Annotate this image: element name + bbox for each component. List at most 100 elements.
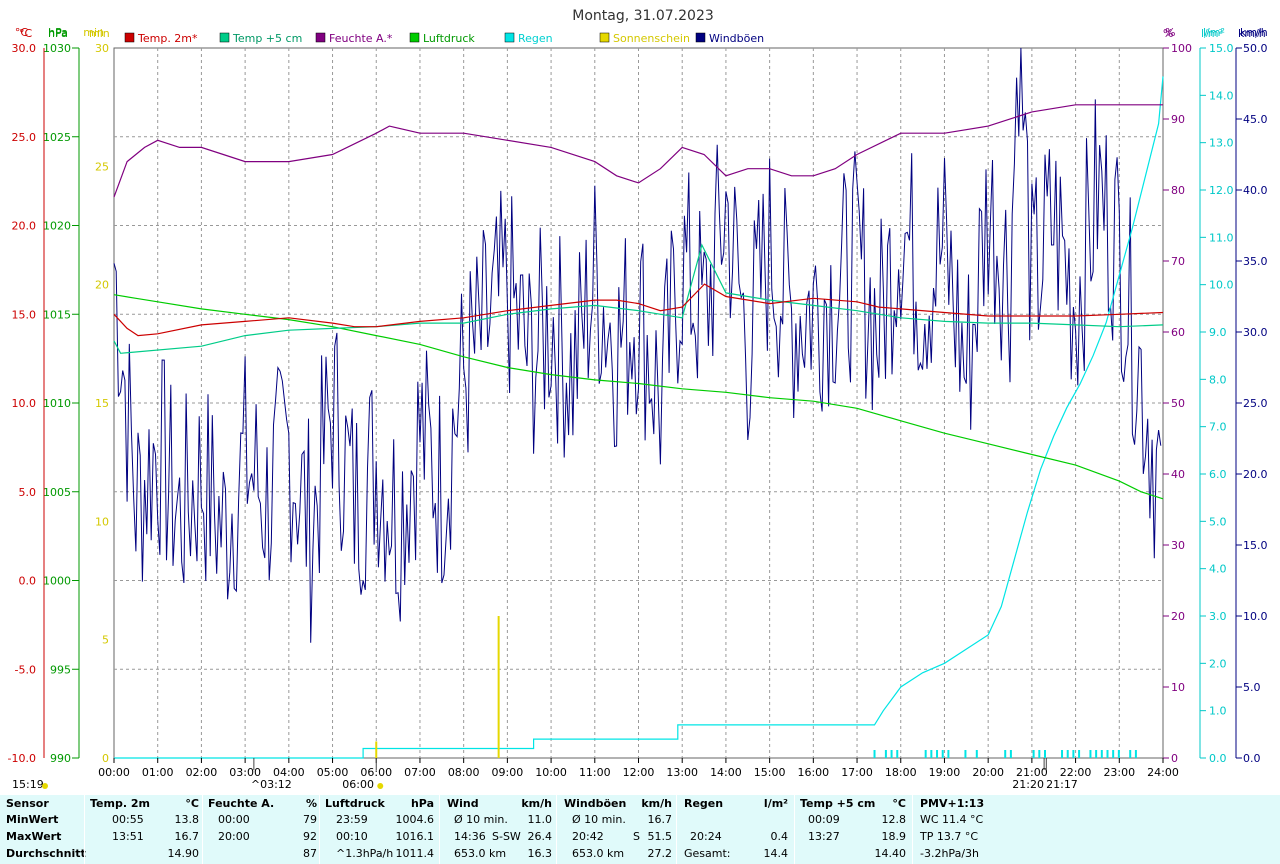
tick-humidity: 60 xyxy=(1171,326,1185,339)
x-tick-label: 22:00 xyxy=(1060,766,1092,779)
stat-value-regen: 0.4 xyxy=(770,830,789,843)
stat-unit-temp5: °C xyxy=(892,797,906,810)
stat-value-regen: 14.4 xyxy=(763,847,789,860)
legend-label-sonne: Sonnenschein xyxy=(613,32,690,45)
tick-temp: 25.0 xyxy=(12,131,37,144)
stat-sensor-header: Sensor xyxy=(6,797,49,810)
x-tick-label: 10:00 xyxy=(535,766,567,779)
stat-unit-luftdruck: hPa xyxy=(410,797,434,810)
legend-swatch-sonne xyxy=(599,32,610,43)
time-marker: 06:00 xyxy=(342,778,374,791)
tick-pressure: 1015 xyxy=(43,308,71,321)
tick-pressure: 1025 xyxy=(43,131,71,144)
stat-time-regen: 20:24 xyxy=(690,830,722,843)
unit-humidity: % xyxy=(1163,27,1173,40)
stat-row-label: MinWert xyxy=(6,813,59,826)
tick-pressure: 1005 xyxy=(43,486,71,499)
tick-sunshine: 25 xyxy=(95,160,109,173)
tick-rain: 9.0 xyxy=(1209,326,1227,339)
x-tick-label: 04:00 xyxy=(273,766,305,779)
stat-unit-temp2m: °C xyxy=(185,797,199,810)
tick-sunshine: 10 xyxy=(95,515,109,528)
x-axis: 00:00 01:00 02:00 03:00 04:00 05:00 06:00 07:00… xyxy=(98,758,1179,779)
tick-sunshine: 30 xyxy=(95,42,109,55)
x-tick-label: 08:00 xyxy=(448,766,480,779)
unit-temp: °C xyxy=(19,27,33,40)
stat-time-wind: Ø 10 min. xyxy=(454,813,508,826)
tick-wind: 0.0 xyxy=(1243,752,1261,765)
legend-label-temp5cm: Temp +5 cm xyxy=(232,32,302,45)
stat-header-wind: Wind xyxy=(447,797,479,810)
tick-sunshine: 0 xyxy=(102,752,109,765)
stat-value-temp5: 18.9 xyxy=(881,830,907,843)
tick-rain: 7.0 xyxy=(1209,421,1227,434)
tick-temp: 0.0 xyxy=(19,575,37,588)
tick-rain: 11.0 xyxy=(1209,231,1234,244)
series-line-windb-en xyxy=(113,47,1162,643)
tick-rain: 8.0 xyxy=(1209,373,1227,386)
tick-rain: 10.0 xyxy=(1209,279,1234,292)
legend-label-regen: Regen xyxy=(518,32,553,45)
stat-value-luftdruck: 1011.4 xyxy=(395,847,435,860)
unit-rain: l/m² xyxy=(1201,27,1223,40)
legend-swatch-windboeen xyxy=(695,32,706,43)
x-tick-label: 01:00 xyxy=(142,766,174,779)
x-tick-label: 21:00 xyxy=(1016,766,1048,779)
x-tick-label: 18:00 xyxy=(885,766,917,779)
x-tick-label: 11:00 xyxy=(579,766,611,779)
series-line-feuchte-a- xyxy=(113,104,1163,198)
tick-rain: 13.0 xyxy=(1209,137,1234,150)
legend-label-luftdruck: Luftdruck xyxy=(423,32,475,45)
tick-pressure: 1000 xyxy=(43,575,71,588)
sun-icon xyxy=(377,783,384,789)
chart-plot-area xyxy=(113,47,1164,759)
tick-sunshine: 15 xyxy=(95,397,109,410)
tick-rain: 14.0 xyxy=(1209,89,1234,102)
tick-sunshine: 5 xyxy=(102,634,109,647)
tick-wind: 35.0 xyxy=(1243,255,1268,268)
stat-section-temp2m xyxy=(84,795,85,864)
x-tick-label: 07:00 xyxy=(404,766,436,779)
stat-row-label: Durchschnitt xyxy=(6,847,86,860)
tick-humidity: 100 xyxy=(1171,42,1192,55)
chart-axes: 30.025.020.015.010.05.00.0-5.0-10.0°C103… xyxy=(8,26,1268,765)
legend-label-windboeen: Windböen xyxy=(709,32,764,45)
stat-value-temp2m: 16.7 xyxy=(174,830,200,843)
chart-title: Montag, 31.07.2023 xyxy=(572,8,714,24)
stat-header-pmv: PMV+1:13 xyxy=(920,797,985,810)
stat-value-windboeen: 16.7 xyxy=(647,813,673,826)
tick-wind: 25.0 xyxy=(1243,397,1268,410)
tick-humidity: 30 xyxy=(1171,539,1185,552)
stat-section-pmv xyxy=(912,795,913,864)
tick-pressure: 995 xyxy=(50,663,71,676)
tick-rain: 0.0 xyxy=(1209,752,1227,765)
x-tick-label: 13:00 xyxy=(666,766,698,779)
stat-section-windboeen xyxy=(556,795,557,864)
tick-sunshine: 20 xyxy=(95,279,109,292)
tick-humidity: 0 xyxy=(1171,752,1178,765)
stat-header-luftdruck: Luftdruck xyxy=(325,797,385,810)
x-tick-label: 24:00 xyxy=(1147,766,1179,779)
stat-value-luftdruck: 1016.1 xyxy=(395,830,435,843)
tick-temp: 5.0 xyxy=(19,486,37,499)
tick-rain: 5.0 xyxy=(1209,515,1227,528)
stat-section-wind xyxy=(439,795,440,864)
stat-row-label: MaxWert xyxy=(6,830,62,843)
tick-temp: 30.0 xyxy=(12,42,37,55)
tick-humidity: 20 xyxy=(1171,610,1185,623)
x-tick-label: 09:00 xyxy=(492,766,524,779)
tick-wind: 20.0 xyxy=(1243,468,1268,481)
stat-unit-wind: km/h xyxy=(521,797,552,810)
stat-pmv-row: WC 11.4 °C xyxy=(920,813,984,826)
series-line-luftdruck xyxy=(113,294,1164,500)
axis-unit-pressure: hPa xyxy=(48,26,68,39)
unit-wind: km/h xyxy=(1238,27,1266,40)
time-marker: 21:20 xyxy=(1012,778,1044,791)
tick-humidity: 80 xyxy=(1171,184,1185,197)
x-tick-label: 16:00 xyxy=(797,766,829,779)
bottom-left-time: 15:19 xyxy=(12,778,44,791)
tick-wind: 50.0 xyxy=(1243,42,1268,55)
legend-swatch-regen xyxy=(504,32,515,43)
stat-header-temp5: Temp +5 cm xyxy=(800,797,876,810)
tick-humidity: 50 xyxy=(1171,397,1185,410)
